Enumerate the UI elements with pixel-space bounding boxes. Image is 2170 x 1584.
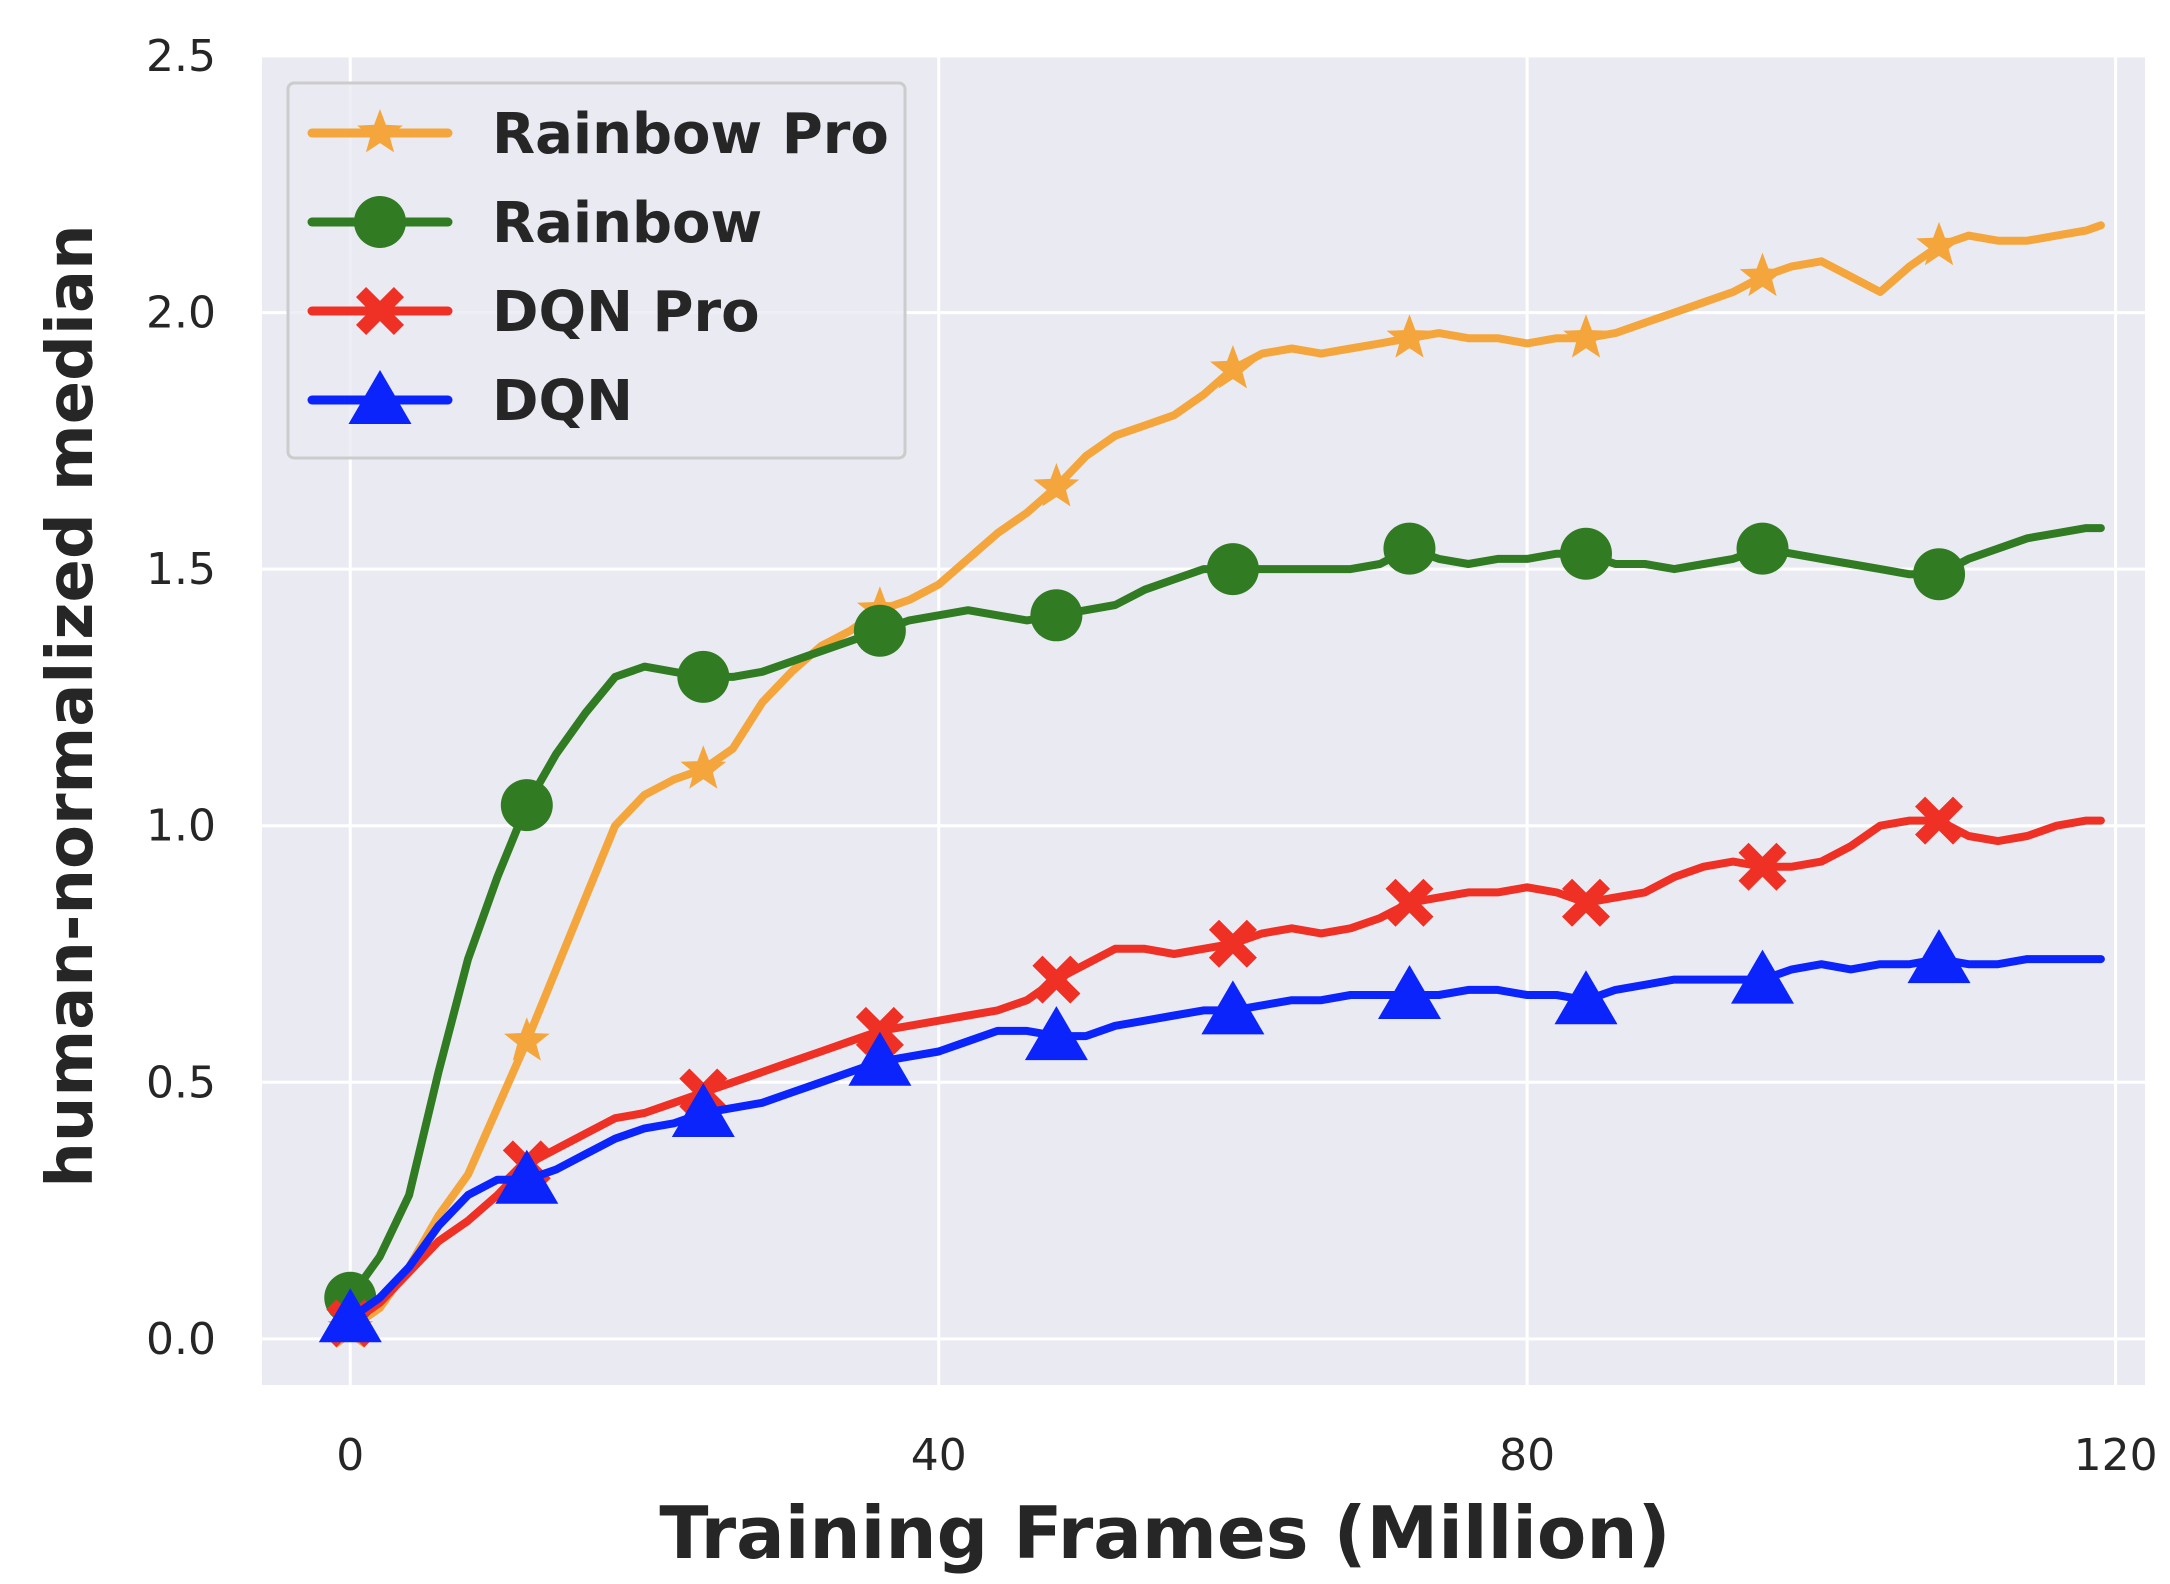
legend-item-dqn: DQN: [307, 369, 633, 434]
circle-marker: [677, 650, 730, 703]
star-marker: [680, 745, 727, 789]
y-tick-label: 1.5: [146, 544, 216, 595]
y-tick-label: 0.5: [146, 1057, 216, 1108]
x-marker: [1562, 878, 1610, 927]
circle-marker: [500, 779, 553, 832]
x-marker: [1915, 796, 1963, 845]
circle-marker: [1913, 548, 1966, 601]
triangle-marker: [1378, 965, 1441, 1019]
legend-label: DQN: [492, 369, 633, 434]
legend: Rainbow Pro Rainbow DQN Pro DQN: [286, 81, 907, 460]
triangle-marker: [1024, 1006, 1088, 1061]
x-tick-label: 0: [336, 1430, 364, 1481]
triangle-marker: [348, 370, 412, 424]
legend-item-rainbow: Rainbow: [307, 191, 762, 256]
circle-marker: [354, 196, 406, 248]
x-marker: [1738, 842, 1787, 891]
legend-item-dqn-pro: DQN Pro: [307, 280, 760, 345]
star-marker: [1563, 314, 1609, 358]
series-dqn: [318, 929, 2105, 1343]
legend-box: [286, 81, 907, 460]
triangle-marker: [1554, 970, 1618, 1025]
circle-marker: [1206, 543, 1259, 596]
x-marker: [1208, 919, 1257, 968]
y-tick-label: 2.0: [146, 288, 216, 339]
x-tick-label: 120: [2074, 1430, 2158, 1481]
circle-marker: [1030, 589, 1083, 642]
legend-label: DQN Pro: [492, 280, 760, 345]
y-tick-label: 1.0: [146, 801, 216, 852]
x-marker: [855, 1006, 904, 1055]
legend-label: Rainbow Pro: [492, 102, 889, 167]
circle-marker: [853, 604, 906, 657]
x-marker: [1385, 878, 1434, 927]
star-marker: [357, 109, 403, 153]
x-marker: [356, 287, 404, 335]
star-marker: [1916, 221, 1962, 266]
x-marker: [1032, 955, 1081, 1004]
triangle-marker: [495, 1149, 559, 1204]
x-tick-label: 40: [911, 1430, 967, 1481]
star-marker: [504, 1017, 550, 1061]
series-layer: [318, 221, 2105, 1348]
y-axis-title: human-normalized median: [34, 224, 108, 1187]
x-axis-ticks: 0 40 80 120: [336, 1430, 2157, 1481]
x-tick-label: 80: [1499, 1430, 1555, 1481]
star-marker: [1386, 314, 1433, 358]
circle-marker: [1383, 522, 1436, 575]
series-rainbow: [324, 522, 2105, 1324]
star-marker: [1033, 463, 1080, 507]
triangle-marker: [848, 1031, 912, 1086]
circle-marker: [1736, 522, 1789, 575]
circle-marker: [1559, 527, 1612, 580]
triangle-marker: [671, 1083, 735, 1137]
legend-label: Rainbow: [492, 191, 762, 256]
triangle-marker: [318, 1288, 382, 1343]
y-tick-label: 2.5: [146, 31, 216, 82]
legend-item-rainbow-pro: Rainbow Pro: [307, 102, 889, 167]
triangle-marker: [1907, 929, 1971, 984]
x-axis-title: Training Frames (Million): [659, 1491, 1670, 1575]
y-axis-ticks: 0.0 0.5 1.0 1.5 2.0 2.5: [146, 31, 216, 1365]
triangle-marker: [1731, 949, 1794, 1004]
y-tick-label: 0.0: [146, 1314, 216, 1365]
triangle-marker: [1201, 980, 1265, 1035]
star-marker: [1210, 345, 1256, 389]
star-marker: [1739, 252, 1786, 297]
